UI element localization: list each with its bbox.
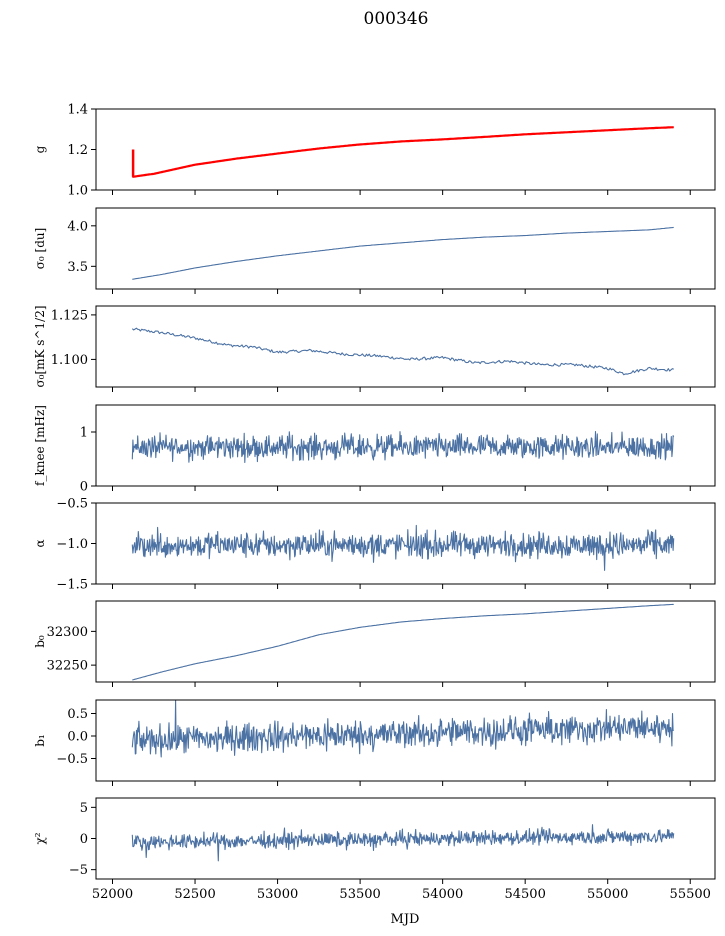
y-axis-label-b1: b₁ [33,734,47,747]
panel-chi2: −5 0 5 52000 52500 53000 53500 54000 54500 55000 5… [33,797,716,902]
y-tick-label-fknee: 1 [80,426,88,441]
axes-frame-sigma0 [95,207,716,290]
y-axis-label-fknee: f_knee [mHz] [33,405,47,486]
y-axis-label-sigma0_mk: σ₀[mK s^1/2] [33,305,47,387]
series-line-b0-0 [132,603,674,681]
x-tick-label: 55500 [670,887,711,902]
y-tick-label-b0: 32250 [47,659,88,674]
y-tick-label-sigma0: 4.0 [67,219,88,234]
panel-sigma0: 3.5 4.0 σ₀ [du] [33,207,716,294]
series-line-fknee-0 [131,431,675,464]
y-tick-label-alpha: −1.0 [56,537,88,552]
figure-title: 000346 [364,9,429,29]
series-line-alpha-0 [131,524,675,571]
y-tick-label-b1: −0.5 [56,752,88,767]
panel-alpha: −1.5 −1.0 −0.5 α [33,497,716,593]
axes-frame-g [95,108,716,191]
series-line-b1-0 [131,699,674,758]
y-tick-label-b0: 32300 [47,625,88,640]
y-tick-label-g: 1.0 [67,184,88,199]
y-tick-label-b1: 0.0 [67,730,88,745]
x-tick-label: 53000 [257,887,298,902]
y-tick-label-sigma0: 3.5 [67,260,88,275]
y-axis-label-g: g [33,145,47,153]
y-axis-label-chi2: χ² [33,832,47,844]
y-tick-label-sigma0_mk: 1.100 [51,353,88,368]
panel-sigma0_mk: 1.100 1.125 σ₀[mK s^1/2] [33,305,716,392]
series-line-sigma0-0 [132,226,674,280]
y-axis-label-sigma0: σ₀ [du] [33,228,47,270]
y-axis-label-alpha: α [33,539,47,547]
x-tick-label: 54000 [422,887,463,902]
y-tick-label-g: 1.2 [67,143,88,158]
panel-g: 1.0 1.2 1.4 g [33,103,716,199]
series-line-sigma0_mk-0 [131,327,674,376]
x-tick-label: 53500 [339,887,380,902]
x-axis-label: MJD [391,912,420,927]
y-tick-label-alpha: −1.5 [56,578,88,593]
y-tick-label-g: 1.4 [67,103,88,118]
series-line-g-0 [132,126,674,178]
axes-frame-sigma0_mk [95,305,716,388]
y-tick-label-fknee: 0 [80,480,88,495]
x-tick-label: 52500 [174,887,215,902]
panel-b1: −0.5 0.0 0.5 b₁ [33,699,716,786]
series-line-g-1 [132,126,674,178]
y-tick-label-chi2: −5 [69,863,88,878]
x-tick-label: 55000 [587,887,628,902]
panels: 1.0 1.2 1.4 g 3.5 4.0 σ₀ [du] 1.100 1.125 σ₀[mK s… [33,103,716,902]
y-tick-label-chi2: 0 [80,832,88,847]
y-tick-label-chi2: 5 [80,801,88,816]
series-line-chi2-0 [131,824,675,862]
y-tick-label-b1: 0.5 [67,707,88,722]
axes-frame-b0 [95,600,716,683]
axes-frame-alpha [95,502,716,585]
axes-frame-fknee [95,404,716,487]
y-axis-label-b0: b₀ [33,635,47,648]
panel-fknee: 0 1 f_knee [mHz] [33,404,716,495]
x-tick-label: 52000 [92,887,133,902]
x-tick-label: 54500 [504,887,545,902]
axes-frame-b1 [95,699,716,782]
y-tick-label-alpha: −0.5 [56,497,88,512]
y-tick-label-sigma0_mk: 1.125 [51,308,88,323]
